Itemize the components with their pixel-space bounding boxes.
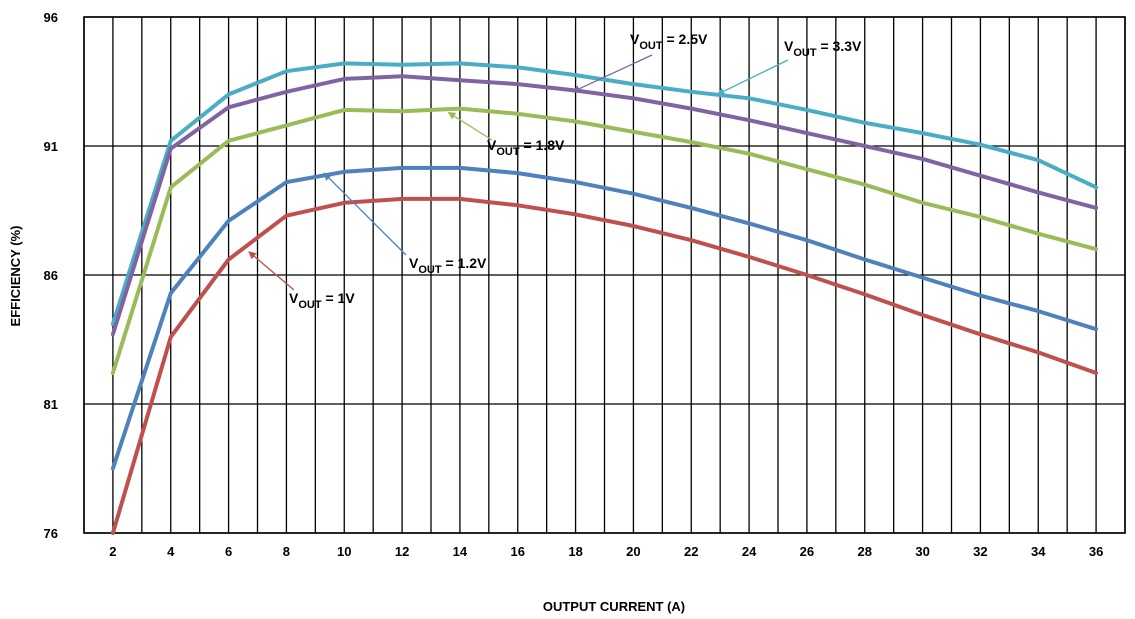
y-axis-title: EFFICIENCY (%) — [8, 226, 23, 327]
y-tick-label: 91 — [44, 139, 58, 154]
y-tick-label: 96 — [44, 10, 58, 25]
annotation-label: VOUT = 1.2V — [409, 255, 487, 276]
x-tick-label: 20 — [626, 544, 640, 559]
annotation-labels: VOUT = 2.5V VOUT = 3.3V VOUT = 1.8V VOUT = … — [289, 31, 862, 311]
x-tick-label: 34 — [1031, 544, 1046, 559]
x-tick-label: 30 — [915, 544, 929, 559]
annotation-arrow — [323, 172, 407, 256]
x-tick-label: 18 — [568, 544, 582, 559]
series-line-3 — [110, 165, 1099, 471]
annotation-arrow — [248, 251, 295, 291]
x-tick-labels: 2 4 6 8 10 12 14 16 18 20 22 24 26 28 30 32 34 36 — [109, 544, 1103, 559]
y-tick-label: 86 — [44, 268, 58, 283]
annotation-arrow — [716, 59, 789, 95]
annotation-arrows — [248, 54, 789, 291]
plot-border — [83, 16, 1126, 534]
series-line-1 — [110, 74, 1099, 337]
x-tick-label: 8 — [283, 544, 290, 559]
x-tick-label: 6 — [225, 544, 232, 559]
x-tick-label: 28 — [858, 544, 872, 559]
x-tick-label: 16 — [511, 544, 525, 559]
annotation-arrow — [571, 54, 653, 93]
x-tick-label: 24 — [742, 544, 757, 559]
grid — [83, 16, 1126, 534]
x-tick-label: 36 — [1089, 544, 1103, 559]
series-line-0 — [110, 61, 1099, 326]
annotation-label: VOUT = 1V — [289, 290, 355, 311]
x-axis-title: OUTPUT CURRENT (A) — [543, 599, 685, 614]
series-line-2 — [110, 106, 1099, 375]
x-tick-label: 32 — [973, 544, 987, 559]
annotation-arrow — [447, 111, 493, 141]
x-tick-label: 22 — [684, 544, 698, 559]
y-tick-labels: 76 81 86 91 96 — [44, 10, 58, 541]
annotation-label: VOUT = 3.3V — [784, 38, 862, 59]
y-tick-label: 81 — [44, 397, 58, 412]
x-tick-label: 4 — [167, 544, 175, 559]
x-tick-label: 26 — [800, 544, 814, 559]
x-tick-label: 10 — [337, 544, 351, 559]
annotation-label: VOUT = 1.8V — [487, 137, 565, 158]
x-tick-label: 14 — [453, 544, 468, 559]
series-group — [110, 61, 1099, 535]
annotation-label: VOUT = 2.5V — [630, 31, 708, 52]
x-tick-label: 12 — [395, 544, 409, 559]
series-line-4 — [110, 196, 1099, 535]
y-tick-label: 76 — [44, 526, 58, 541]
x-tick-label: 2 — [109, 544, 116, 559]
